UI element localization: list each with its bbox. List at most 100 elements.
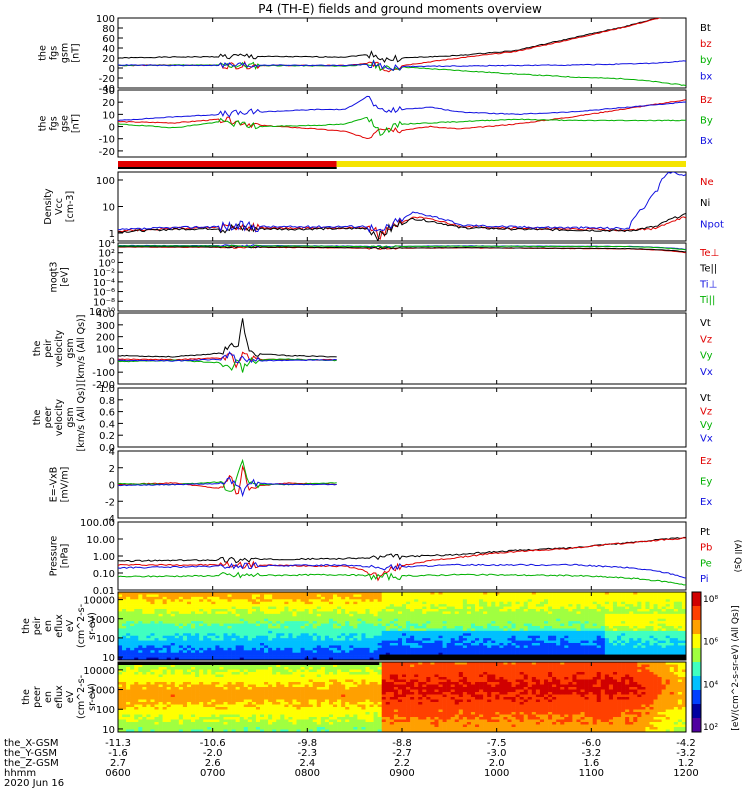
- heatmap-cell: [397, 604, 403, 607]
- heatmap-cell: [284, 657, 289, 661]
- heatmap-cell: [422, 643, 427, 646]
- heatmap-cell: [178, 623, 184, 627]
- heatmap-cell: [162, 645, 167, 649]
- heatmap-cell: [357, 638, 362, 641]
- heatmap-cell: [166, 667, 172, 670]
- heatmap-cell: [531, 626, 537, 629]
- heatmap-cell: [357, 611, 362, 615]
- heatmap-cell: [219, 712, 224, 715]
- heatmap-cell: [231, 599, 236, 603]
- heatmap-cell: [337, 657, 342, 661]
- ytick-label: 0.4: [99, 419, 115, 430]
- heatmap-cell: [134, 724, 139, 728]
- heatmap-cell: [122, 635, 127, 639]
- heatmap-cell: [397, 609, 403, 612]
- heatmap-cell: [527, 643, 533, 646]
- heatmap-cell: [503, 626, 508, 629]
- heatmap-cell: [219, 704, 224, 708]
- heatmap-cell: [186, 694, 192, 698]
- heatmap-cell: [544, 645, 549, 649]
- heatmap-cell: [308, 616, 314, 620]
- heatmap-cell: [612, 599, 618, 603]
- heatmap-cell: [195, 684, 200, 688]
- heatmap-cell: [324, 604, 330, 607]
- heatmap-cell: [552, 635, 557, 639]
- heatmap-cell: [458, 628, 464, 632]
- heatmap-cell: [641, 643, 646, 646]
- heatmap-cell: [219, 618, 224, 622]
- heatmap-cell: [418, 604, 423, 607]
- heatmap-cell: [499, 609, 504, 612]
- heatmap-cell: [406, 643, 411, 646]
- heatmap-cell: [458, 645, 464, 649]
- heatmap-cell: [673, 635, 679, 639]
- heatmap-cell: [604, 626, 610, 629]
- heatmap-cell: [653, 626, 658, 629]
- heatmap-cell: [142, 657, 147, 661]
- heatmap-cell: [166, 592, 172, 595]
- heatmap-cell: [239, 599, 245, 603]
- ytick-label: 10⁴: [98, 239, 115, 250]
- ylabel-line: Density: [43, 188, 54, 224]
- heatmap-cell: [576, 635, 581, 639]
- heatmap-cell: [118, 714, 123, 718]
- heatmap-cell: [434, 618, 439, 622]
- heatmap-cell: [483, 594, 488, 598]
- heatmap-cell: [272, 633, 277, 637]
- heatmap-cell: [556, 626, 561, 629]
- heatmap-cell: [138, 599, 143, 603]
- heatmap-cell: [308, 613, 314, 617]
- heatmap-cell: [377, 635, 383, 639]
- heatmap-cell: [539, 647, 545, 651]
- heatmap-cell: [264, 623, 269, 627]
- heatmap-cell: [564, 621, 569, 624]
- heatmap-cell: [511, 652, 516, 656]
- heatmap-cell: [134, 645, 139, 649]
- series-Ey: [118, 458, 337, 492]
- heatmap-cell: [649, 596, 654, 600]
- heatmap-cell: [523, 594, 529, 598]
- heatmap-cell: [211, 630, 216, 634]
- heatmap-cell: [641, 594, 646, 598]
- heatmap-cell: [523, 616, 529, 620]
- heatmap-cell: [142, 672, 147, 675]
- heatmap-cell: [560, 628, 565, 632]
- heatmap-cell: [243, 618, 249, 622]
- heatmap-cell: [264, 611, 269, 615]
- heatmap-cell: [211, 613, 216, 617]
- heatmap-cell: [166, 628, 172, 632]
- heatmap-cell: [126, 592, 131, 595]
- heatmap-cell: [377, 630, 383, 634]
- chart-title: P4 (TH-E) fields and ground moments over…: [258, 2, 542, 16]
- heatmap-cell: [134, 630, 139, 634]
- heatmap-cell: [186, 630, 192, 634]
- heatmap-cell: [361, 618, 366, 622]
- heatmap-cell: [491, 645, 496, 649]
- heatmap-cell: [146, 724, 151, 728]
- heatmap-cell: [568, 601, 573, 605]
- heatmap-cell: [211, 616, 216, 620]
- heatmap-cell: [251, 611, 257, 615]
- heatmap-cell: [231, 626, 236, 629]
- series-lines: [118, 458, 337, 498]
- heatmap-cell: [211, 699, 216, 703]
- heatmap-cell: [349, 640, 354, 644]
- heatmap-cell: [186, 722, 192, 725]
- heatmap-cell: [195, 667, 200, 670]
- heatmap-cell: [219, 633, 224, 637]
- heatmap-cell: [150, 604, 155, 607]
- heatmap-cell: [365, 633, 370, 637]
- heatmap-cell: [195, 709, 200, 713]
- heatmap-cell: [641, 640, 646, 644]
- heatmap-cell: [345, 655, 350, 658]
- heatmap-cell: [247, 604, 253, 607]
- heatmap-cell: [146, 704, 151, 708]
- heatmap-cell: [207, 650, 212, 654]
- heatmap-cell: [219, 594, 224, 598]
- heatmap-cell: [487, 643, 492, 646]
- heatmap-cell: [515, 606, 520, 610]
- heatmap-cell: [243, 638, 249, 641]
- heatmap-cell: [357, 621, 362, 624]
- heatmap-cell: [580, 606, 585, 610]
- heatmap-cell: [142, 633, 147, 637]
